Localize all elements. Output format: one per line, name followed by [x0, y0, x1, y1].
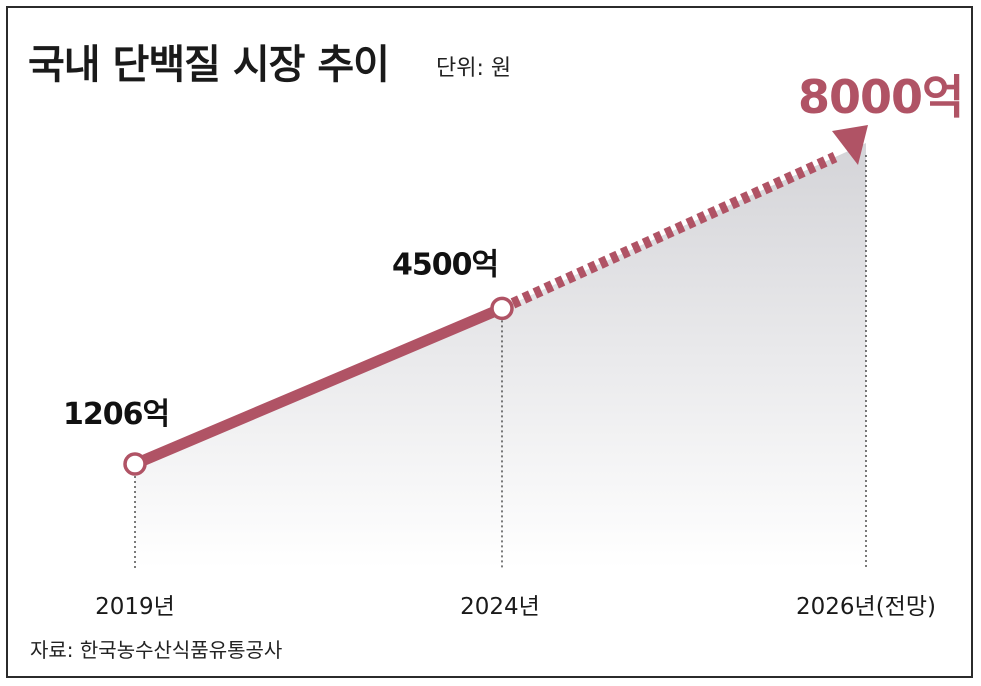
- data-point-0: [123, 452, 147, 476]
- data-label-1: 4500억: [392, 247, 498, 282]
- x-tick-label-0: 2019년: [95, 594, 175, 620]
- series-line-solid: [129, 302, 508, 470]
- x-tick-label-2: 2026년(전망): [796, 594, 936, 620]
- chart-title: 국내 단백질 시장 추이: [28, 42, 390, 88]
- series-line-projected: [510, 152, 838, 309]
- area-fill: [135, 143, 866, 568]
- unit-label: 단위: 원: [436, 56, 512, 81]
- data-point-1: [490, 296, 514, 321]
- x-tick-label-1: 2024년: [460, 594, 540, 620]
- data-label-2: 8000억: [798, 70, 963, 124]
- source-note: 자료: 한국농수산식품유통공사: [30, 638, 283, 662]
- data-label-0: 1206억: [63, 397, 169, 432]
- arrow-head: [832, 125, 868, 165]
